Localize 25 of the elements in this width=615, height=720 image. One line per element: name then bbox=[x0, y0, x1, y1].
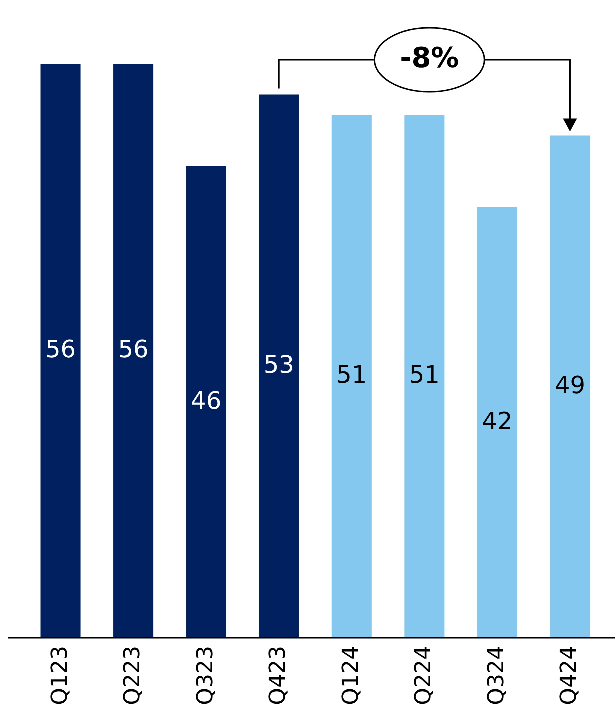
x-tick-label: Q423 bbox=[266, 646, 292, 706]
x-tick-label: Q323 bbox=[193, 646, 218, 706]
x-tick-label: Q123 bbox=[48, 646, 73, 706]
bar bbox=[186, 166, 226, 638]
data-label: 49 bbox=[554, 371, 586, 400]
bar bbox=[404, 115, 445, 638]
bar bbox=[114, 64, 154, 638]
data-label: 53 bbox=[264, 350, 294, 379]
x-tick-label: Q224 bbox=[412, 646, 437, 706]
data-label: 42 bbox=[482, 407, 513, 436]
data-label: 51 bbox=[336, 361, 368, 390]
x-tick-label: Q223 bbox=[120, 646, 146, 706]
data-label: 46 bbox=[191, 386, 222, 415]
x-tick-label: Q324 bbox=[484, 646, 510, 706]
data-label: 56 bbox=[45, 336, 76, 364]
x-tick-label: Q424 bbox=[557, 646, 582, 706]
bar bbox=[40, 64, 81, 638]
data-label: 56 bbox=[118, 336, 149, 364]
bar bbox=[259, 94, 300, 638]
bar bbox=[550, 136, 590, 638]
bar bbox=[332, 115, 372, 638]
x-tick-label: Q124 bbox=[338, 646, 364, 706]
data-label: 51 bbox=[409, 361, 440, 390]
annotation: -8% bbox=[400, 42, 460, 75]
bar bbox=[477, 208, 518, 638]
